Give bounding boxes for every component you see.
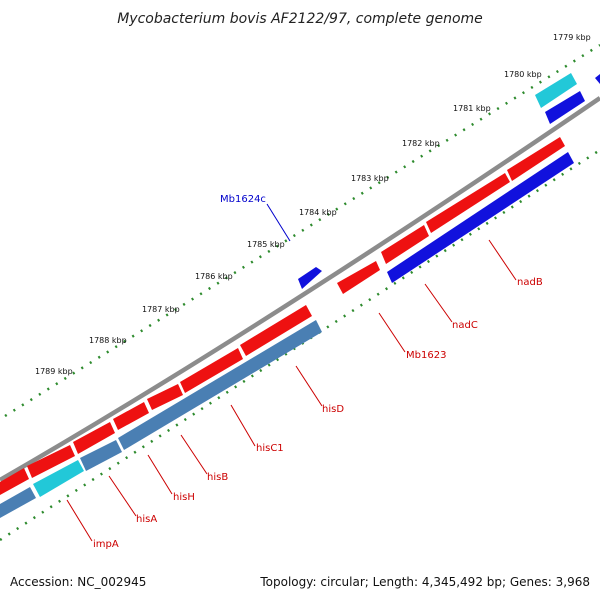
gene-arrow-hish xyxy=(113,402,149,430)
callout-line xyxy=(488,239,517,281)
kbp-label: 1789 kbp xyxy=(35,367,73,376)
gene-arrow xyxy=(545,91,585,124)
kbp-label: 1785 kbp xyxy=(247,240,285,249)
callout-line xyxy=(66,499,93,542)
gene-labels: Mb1624c nadB nadC Mb1623 hisD hisC1 hisB… xyxy=(93,194,543,550)
gene-arrow xyxy=(595,74,600,84)
kbp-label: 1780 kbp xyxy=(504,70,542,79)
gene-arrow xyxy=(337,261,380,294)
gene-label: impA xyxy=(93,539,119,550)
gene-arrow xyxy=(33,460,84,497)
kbp-label: 1784 kbp xyxy=(299,208,337,217)
kbp-label: 1788 kbp xyxy=(89,336,127,345)
kbp-labels: 1779 kbp 1780 kbp 1781 kbp 1782 kbp 1783… xyxy=(35,33,591,376)
gene-arrow xyxy=(0,468,29,495)
callout-line xyxy=(230,404,256,447)
gene-label: hisD xyxy=(322,404,344,415)
kbp-label: 1787 kbp xyxy=(142,305,180,314)
gene-arrow xyxy=(0,487,36,518)
gene-label: nadB xyxy=(517,277,543,288)
accession-text: Accession: NC_002945 xyxy=(10,575,146,589)
gene-label: hisH xyxy=(173,492,195,503)
gene-label: nadC xyxy=(452,320,478,331)
outer-tick-ring xyxy=(4,43,600,418)
gene-arrow-mb1624c xyxy=(298,267,322,289)
genome-backbone xyxy=(0,96,600,482)
forward-strand-genes xyxy=(298,74,600,289)
genome-summary-text: Topology: circular; Length: 4,345,492 bp… xyxy=(259,575,590,589)
gene-arrow-mb1623 xyxy=(381,225,429,264)
kbp-label: 1781 kbp xyxy=(453,104,491,113)
gene-arrow-impa xyxy=(27,445,75,478)
gene-arrow-nadc xyxy=(426,173,510,233)
gene-arrow-hisc1 xyxy=(180,348,243,393)
outer-strand-genes xyxy=(0,73,585,518)
gene-label: hisC1 xyxy=(256,443,284,454)
gene-arrow xyxy=(387,152,574,283)
gene-arrow-hisb xyxy=(147,384,183,410)
kbp-label: 1782 kbp xyxy=(402,139,440,148)
callout-line xyxy=(378,312,406,353)
callout-line xyxy=(295,365,323,407)
kbp-label: 1779 kbp xyxy=(553,33,591,42)
callout-line xyxy=(266,203,291,242)
gene-arrow-hisd xyxy=(240,305,312,356)
red-gene-arrows xyxy=(0,137,565,495)
kbp-label: 1786 kbp xyxy=(195,272,233,281)
gene-arrow-nadb xyxy=(507,137,565,181)
gene-arrow xyxy=(535,73,577,108)
map-title: Mycobacterium bovis AF2122/97, complete … xyxy=(117,11,483,27)
gene-arrow-hisa xyxy=(73,422,115,454)
callout-line xyxy=(424,283,453,323)
gene-arrow xyxy=(118,320,322,450)
gene-arrow xyxy=(80,440,122,471)
gene-label: Mb1624c xyxy=(220,194,266,205)
callout-line xyxy=(108,475,137,517)
gene-label: Mb1623 xyxy=(406,350,446,361)
callout-lines xyxy=(66,203,517,542)
callout-line xyxy=(180,434,208,475)
callout-line xyxy=(147,454,173,495)
gene-label: hisA xyxy=(136,514,157,525)
gene-label: hisB xyxy=(207,472,228,483)
kbp-label: 1783 kbp xyxy=(351,174,389,183)
